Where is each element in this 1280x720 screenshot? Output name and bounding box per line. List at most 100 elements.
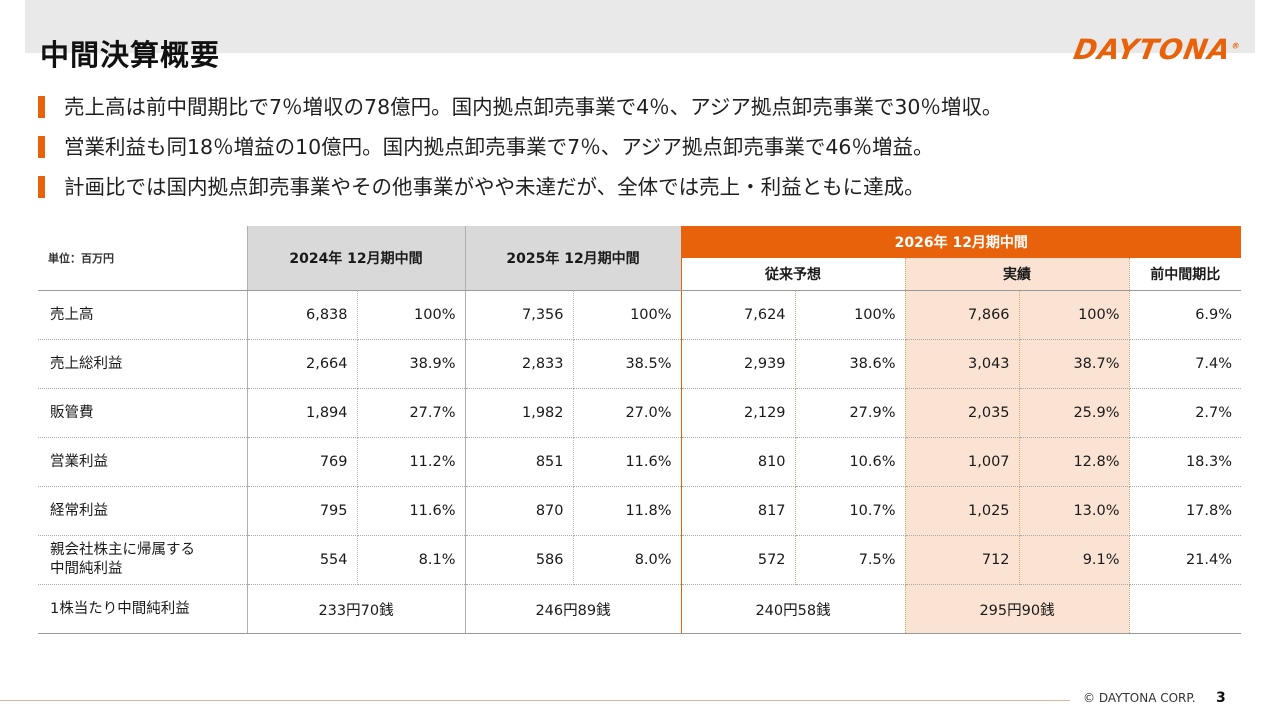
bullet-marker	[38, 96, 45, 118]
bullet-item: 計画比では国内拠点卸売事業やその他事業がやや未達だが、全体では売上・利益ともに達…	[38, 170, 1002, 210]
summary-bullets: 売上高は前中間期比で7％増収の78億円。国内拠点卸売事業で4％、アジア拠点卸売事…	[38, 90, 1002, 210]
header-band	[25, 0, 1255, 53]
value-actual: 3,043	[905, 339, 1020, 389]
bullet-marker	[38, 176, 45, 198]
value-actual: 2,035	[905, 388, 1020, 438]
ratio-actual: 9.1%	[1019, 535, 1130, 585]
value-2025: 870	[465, 486, 574, 536]
header-forecast: 従来予想	[681, 258, 906, 291]
logo-text: DAYTONA	[1071, 33, 1234, 66]
value-actual: 712	[905, 535, 1020, 585]
value-2024: 2,664	[247, 339, 358, 389]
unit-label: 単位：百万円	[38, 226, 247, 291]
value-2024: 554	[247, 535, 358, 585]
value-forecast: 7,624	[681, 290, 796, 340]
ratio-2025: 8.0%	[573, 535, 682, 585]
ratio-2025: 38.5%	[573, 339, 682, 389]
ratio-2025: 27.0%	[573, 388, 682, 438]
value-2025: 586	[465, 535, 574, 585]
yoy-change	[1129, 584, 1242, 634]
yoy-change: 6.9%	[1129, 290, 1242, 340]
value-actual: 295円90銭	[905, 584, 1130, 634]
table-row: 販管費 1,894 27.7% 1,982 27.0% 2,129 27.9% 2,035 25…	[38, 388, 1242, 438]
value-2024: 233円70銭	[247, 584, 466, 634]
value-2025: 1,982	[465, 388, 574, 438]
ratio-actual: 12.8%	[1019, 437, 1130, 487]
registered-mark: ®	[1230, 41, 1242, 51]
ratio-actual: 38.7%	[1019, 339, 1130, 389]
value-2025: 2,833	[465, 339, 574, 389]
value-2024: 6,838	[247, 290, 358, 340]
value-actual: 7,866	[905, 290, 1020, 340]
value-forecast: 572	[681, 535, 796, 585]
table-row-eps: 1株当たり中間純利益 233円70銭 246円89銭 240円58銭 295円90銭	[38, 584, 1242, 634]
value-actual: 1,025	[905, 486, 1020, 536]
header-2026: 2026年 12月期中間	[681, 226, 1242, 258]
ratio-actual: 100%	[1019, 290, 1130, 340]
copyright: © DAYTONA CORP.	[1083, 691, 1196, 705]
value-forecast: 2,129	[681, 388, 796, 438]
bullet-marker	[38, 136, 45, 158]
value-actual: 1,007	[905, 437, 1020, 487]
ratio-2024: 11.6%	[357, 486, 466, 536]
value-2025: 7,356	[465, 290, 574, 340]
daytona-logo: DAYTONA®	[1071, 33, 1243, 66]
value-2025: 851	[465, 437, 574, 487]
ratio-forecast: 7.5%	[795, 535, 906, 585]
ratio-2024: 27.7%	[357, 388, 466, 438]
bullet-item: 営業利益も同18％増益の10億円。国内拠点卸売事業で7％、アジア拠点卸売事業で4…	[38, 130, 1002, 170]
value-2024: 1,894	[247, 388, 358, 438]
yoy-change: 7.4%	[1129, 339, 1242, 389]
header-2024: 2024年 12月期中間	[246, 226, 466, 291]
yoy-change: 2.7%	[1129, 388, 1242, 438]
ratio-2025: 11.6%	[573, 437, 682, 487]
header-2025: 2025年 12月期中間	[465, 226, 682, 291]
header-actual: 実績	[905, 258, 1130, 291]
row-label: 経常利益	[38, 486, 248, 536]
ratio-forecast: 38.6%	[795, 339, 906, 389]
page-number: 3	[1216, 690, 1226, 706]
ratio-actual: 25.9%	[1019, 388, 1130, 438]
table-row: 親会社株主に帰属する 中間純利益 554 8.1% 586 8.0% 572 7.5% 712…	[38, 535, 1242, 585]
page-title: 中間決算概要	[40, 38, 221, 72]
row-label: 売上総利益	[38, 339, 248, 389]
row-label: 営業利益	[38, 437, 248, 487]
row-label: 親会社株主に帰属する 中間純利益	[38, 535, 248, 585]
ratio-2025: 11.8%	[573, 486, 682, 536]
table-body: 売上高 6,838 100% 7,356 100% 7,624 100% 7,866 100% 6…	[38, 290, 1242, 634]
value-forecast: 2,939	[681, 339, 796, 389]
row-label: 売上高	[38, 290, 248, 340]
row-label: 販管費	[38, 388, 248, 438]
value-forecast: 240円58銭	[681, 584, 906, 634]
table-row: 売上高 6,838 100% 7,356 100% 7,624 100% 7,866 100% 6…	[38, 290, 1242, 340]
ratio-2024: 100%	[357, 290, 466, 340]
bullet-text: 売上高は前中間期比で7％増収の78億円。国内拠点卸売事業で4％、アジア拠点卸売事…	[64, 95, 1003, 119]
yoy-change: 21.4%	[1129, 535, 1242, 585]
footer-divider	[0, 700, 1070, 701]
value-2025: 246円89銭	[465, 584, 682, 634]
ratio-2024: 8.1%	[357, 535, 466, 585]
yoy-change: 17.8%	[1129, 486, 1242, 536]
ratio-forecast: 100%	[795, 290, 906, 340]
value-forecast: 817	[681, 486, 796, 536]
bullet-item: 売上高は前中間期比で7％増収の78億円。国内拠点卸売事業で4％、アジア拠点卸売事…	[38, 90, 1002, 130]
table-row: 売上総利益 2,664 38.9% 2,833 38.5% 2,939 38.6% 3,043…	[38, 339, 1242, 389]
ratio-2025: 100%	[573, 290, 682, 340]
ratio-forecast: 10.6%	[795, 437, 906, 487]
ratio-actual: 13.0%	[1019, 486, 1130, 536]
bullet-text: 計画比では国内拠点卸売事業やその他事業がやや未達だが、全体では売上・利益ともに達…	[64, 175, 925, 199]
table-row: 営業利益 769 11.2% 851 11.6% 810 10.6% 1,007 12.8% 18…	[38, 437, 1242, 487]
yoy-change: 18.3%	[1129, 437, 1242, 487]
header-yoy: 前中間期比	[1129, 258, 1242, 291]
value-2024: 769	[247, 437, 358, 487]
row-label: 1株当たり中間純利益	[38, 584, 248, 634]
table-row: 経常利益 795 11.6% 870 11.8% 817 10.7% 1,025 13.0% 17…	[38, 486, 1242, 536]
ratio-forecast: 10.7%	[795, 486, 906, 536]
financial-summary-table: 単位：百万円 2024年 12月期中間 2025年 12月期中間 2026年 1…	[38, 226, 1242, 634]
ratio-2024: 38.9%	[357, 339, 466, 389]
ratio-forecast: 27.9%	[795, 388, 906, 438]
bullet-text: 営業利益も同18％増益の10億円。国内拠点卸売事業で7％、アジア拠点卸売事業で4…	[64, 135, 934, 159]
value-forecast: 810	[681, 437, 796, 487]
ratio-2024: 11.2%	[357, 437, 466, 487]
value-2024: 795	[247, 486, 358, 536]
